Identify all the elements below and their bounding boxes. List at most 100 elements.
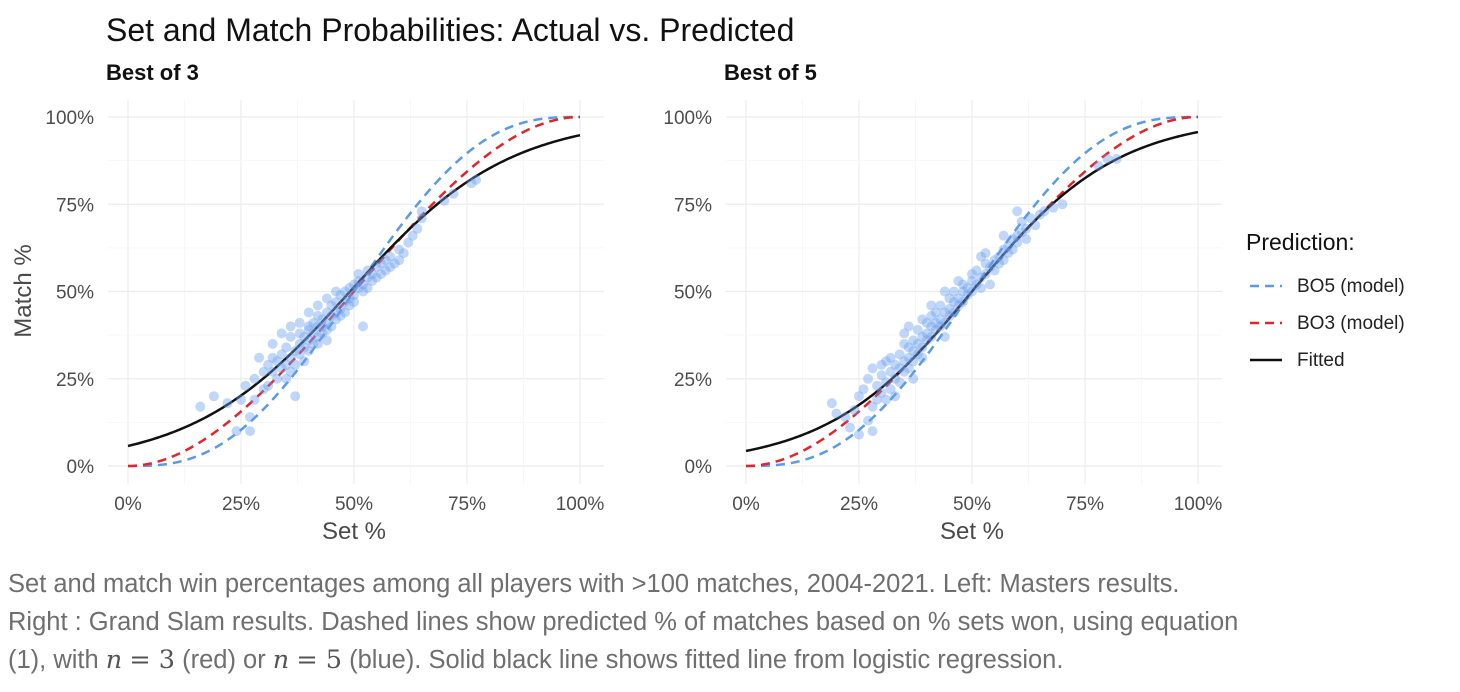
data-point (403, 237, 414, 248)
data-point (935, 300, 946, 311)
data-point (985, 262, 996, 273)
data-point (362, 283, 373, 294)
data-point (894, 377, 905, 388)
data-point (263, 380, 274, 391)
x-tick-label: 50% (953, 494, 991, 515)
data-point (976, 272, 987, 283)
data-point (926, 310, 937, 321)
data-point (353, 283, 364, 294)
data-point (867, 363, 878, 374)
y-tick-label: 0% (685, 457, 713, 478)
data-point (240, 380, 251, 391)
data-point (448, 188, 459, 199)
data-point (389, 258, 400, 269)
data-point (335, 289, 346, 300)
data-point (962, 283, 973, 294)
data-point (980, 258, 991, 269)
y-tick-label: 50% (674, 283, 712, 304)
data-point (1030, 220, 1041, 231)
data-point (854, 391, 864, 402)
data-point (312, 300, 323, 311)
data-point (412, 223, 423, 234)
math-variable: n (105, 645, 123, 675)
data-point (994, 251, 1005, 262)
panel-best-of-5: Best of 5 0% 25% 50% 75% 100% 0% 25% 50% 75% 100… (663, 60, 1222, 545)
panel-subtitle: Best of 5 (724, 60, 817, 85)
data-point (917, 352, 928, 363)
data-point (930, 307, 941, 318)
data-point (885, 352, 896, 363)
y-tick-label: 25% (674, 370, 712, 391)
data-point (276, 328, 287, 339)
x-axis-label: Set % (940, 518, 1004, 545)
data-point (439, 195, 450, 206)
panel-best-of-3: Best of 3 0% 25% 50% 75% 100% 0% 25% 50% 75% 100… (10, 60, 604, 545)
data-point (944, 310, 955, 321)
x-tick-label: 100% (1174, 494, 1223, 515)
x-tick-label: 25% (840, 494, 878, 515)
data-point (967, 276, 977, 287)
data-point (890, 373, 901, 384)
data-point (930, 324, 941, 335)
data-point (994, 258, 1005, 269)
data-point (317, 321, 328, 332)
data-point (957, 296, 968, 307)
data-point (980, 269, 991, 280)
figure-caption: Set and match win percentages among all … (8, 565, 1448, 679)
data-point (236, 394, 246, 405)
data-point (339, 307, 350, 318)
data-point (267, 352, 278, 363)
data-point (367, 276, 378, 287)
data-point (245, 426, 256, 437)
data-point (335, 310, 346, 321)
data-point (312, 310, 323, 321)
data-point (263, 359, 274, 370)
data-point (326, 310, 337, 321)
data-point (921, 317, 932, 328)
data-point (903, 363, 914, 374)
chart-figure: Set and Match Probabilities: Actual vs. … (10, 12, 1405, 545)
data-point (948, 286, 959, 297)
data-point (1012, 230, 1023, 241)
data-point (349, 296, 359, 307)
math-equation: = 3 (129, 645, 176, 675)
legend-label-fitted: Fitted (1297, 350, 1345, 371)
data-point (890, 359, 901, 370)
data-point (926, 321, 937, 332)
gridlines (726, 100, 1222, 484)
data-point (312, 331, 323, 342)
data-point (358, 321, 369, 332)
data-point (967, 269, 977, 280)
data-point (321, 317, 332, 328)
data-point (854, 429, 864, 440)
legend-label-bo5: BO5 (model) (1297, 276, 1405, 297)
x-tick-label: 75% (448, 494, 486, 515)
data-point (890, 391, 901, 402)
data-point (353, 276, 364, 287)
prediction-lines (127, 115, 581, 468)
fitted-line (127, 133, 581, 448)
data-point (394, 255, 405, 266)
y-tick-label: 0% (67, 457, 95, 478)
data-point (939, 317, 950, 328)
data-point (976, 283, 987, 294)
data-point (1007, 244, 1018, 255)
data-point (912, 324, 923, 335)
data-point (899, 356, 910, 367)
data-point (344, 293, 355, 304)
data-point (967, 286, 977, 297)
data-point (881, 394, 892, 405)
caption-text: (blue). Solid black line shows fitted li… (342, 646, 1064, 674)
y-tick-labels: 0% 25% 50% 75% 100% (45, 108, 94, 478)
data-point (285, 352, 296, 363)
legend-label-bo3: BO3 (model) (1297, 313, 1405, 334)
data-point (1003, 248, 1014, 259)
data-point (908, 356, 919, 367)
data-point (272, 356, 283, 367)
data-point (908, 335, 919, 346)
data-point (208, 391, 219, 402)
data-point (303, 324, 314, 335)
data-point (267, 366, 278, 377)
data-point (953, 276, 964, 287)
caption-line: (1), with n = 3 (red) or n = 5 (blue). S… (8, 641, 1448, 679)
